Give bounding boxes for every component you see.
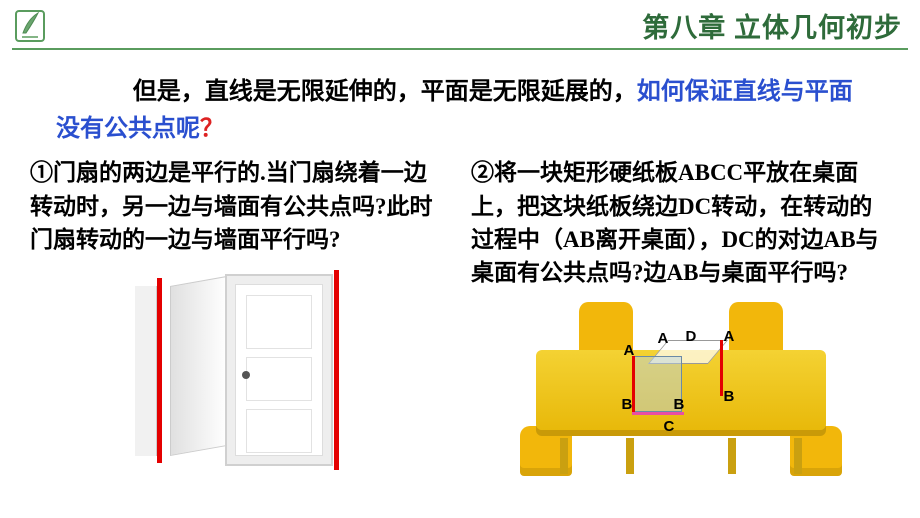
table-leg xyxy=(794,438,802,474)
right-text: ②将一块矩形硬纸板ABCC平放在桌面上，把这块纸板绕边DC转动，在转动的过程中（… xyxy=(471,156,890,289)
table-leg xyxy=(728,438,736,474)
closed-door-panel xyxy=(235,284,323,456)
intro-prefix: 但是，直线是无限延伸的，平面是无限延展的， xyxy=(133,79,637,105)
label-C: C xyxy=(664,416,675,438)
two-column-layout: ①门扇的两边是平行的.当门扇绕着一边转动时，另一边与墙面有公共点吗?此时门扇转动… xyxy=(30,156,890,479)
table-leg xyxy=(626,438,634,474)
label-B: B xyxy=(674,394,685,416)
left-text: ①门扇的两边是平行的.当门扇绕着一边转动时，另一边与墙面有公共点吗?此时门扇转动… xyxy=(30,156,449,256)
door-frame xyxy=(225,274,333,466)
door-illustration xyxy=(30,266,449,476)
label-A: A xyxy=(624,340,635,362)
edge-ad-highlight xyxy=(720,340,723,396)
label-B: B xyxy=(622,394,633,416)
intro-question-mark: ？ xyxy=(200,116,224,142)
label-D: D xyxy=(686,326,697,348)
wall xyxy=(135,286,157,456)
left-column: ①门扇的两边是平行的.当门扇绕着一边转动时，另一边与墙面有公共点吗?此时门扇转动… xyxy=(30,156,455,479)
chapter-title: 第八章 立体几何初步 xyxy=(642,6,902,45)
label-A: A xyxy=(658,328,669,350)
right-column: ②将一块矩形硬纸板ABCC平放在桌面上，把这块纸板绕边DC转动，在转动的过程中（… xyxy=(465,156,890,479)
door-inset xyxy=(246,295,312,349)
label-B: B xyxy=(724,386,735,408)
hinge-edge-highlight xyxy=(157,278,162,463)
table-leg xyxy=(560,438,568,474)
label-A: A xyxy=(724,326,735,348)
feather-writing-icon xyxy=(12,5,52,45)
door-knob xyxy=(242,371,250,379)
door-inset xyxy=(246,357,312,401)
intro-text: 但是，直线是无限延伸的，平面是无限延展的，如何保证直线与平面没有公共点呢？ xyxy=(30,74,890,148)
slide-header: 第八章 立体几何初步 xyxy=(0,0,920,48)
outer-edge-highlight xyxy=(334,270,339,470)
open-door-panel xyxy=(170,276,228,456)
cardboard-diagram: A A D A B B B C xyxy=(624,334,744,420)
slide-content: 但是，直线是无限延伸的，平面是无限延展的，如何保证直线与平面没有公共点呢？ ①门… xyxy=(0,50,920,480)
table-illustration: A A D A B B B C xyxy=(471,300,890,480)
door-inset xyxy=(246,409,312,453)
